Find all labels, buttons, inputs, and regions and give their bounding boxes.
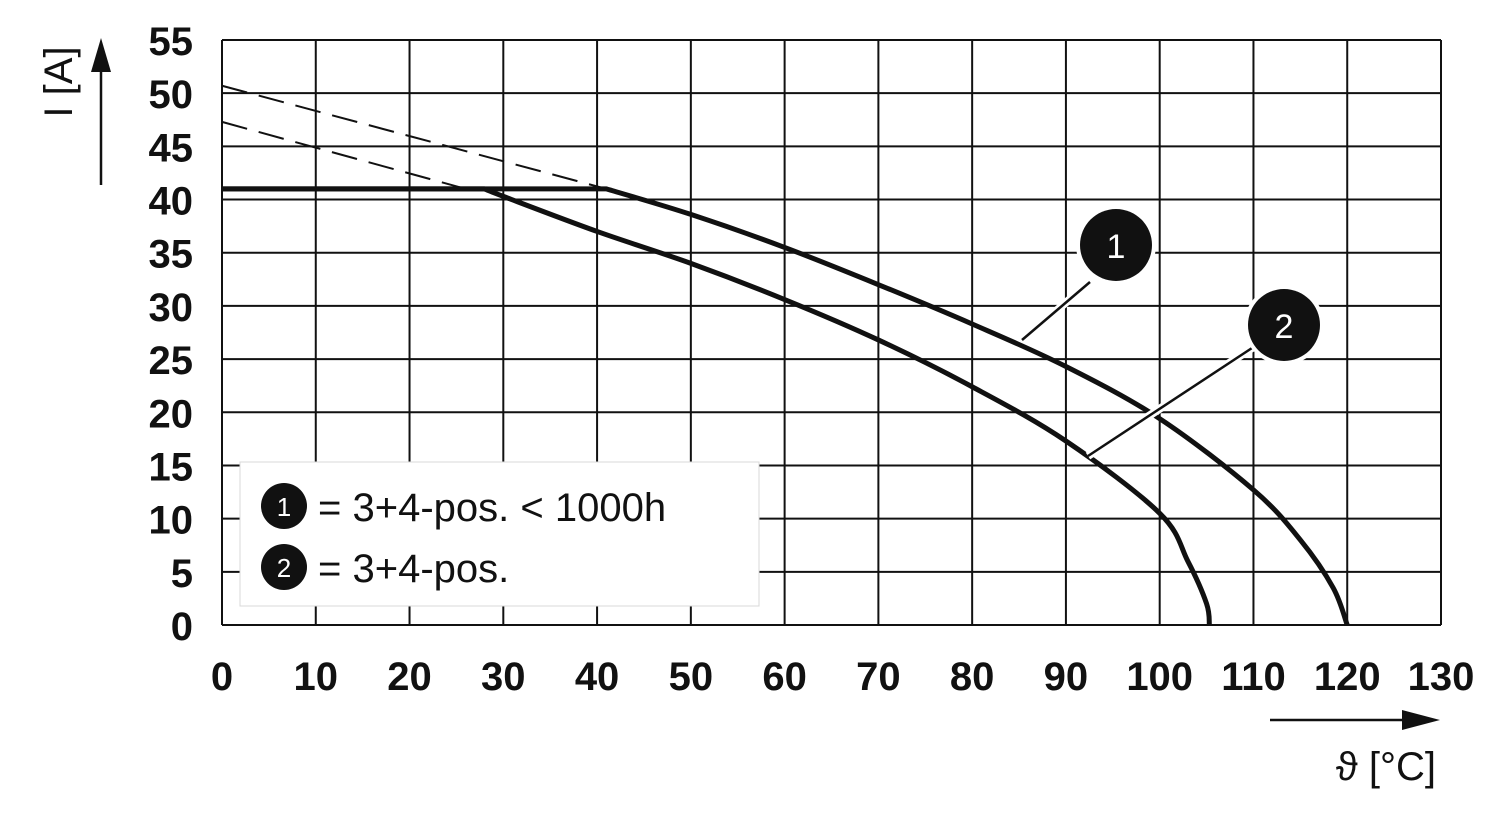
series-line-1 — [222, 186, 1350, 626]
x-tick-label: 120 — [1314, 655, 1381, 699]
marker-1-leader-line — [1021, 281, 1091, 341]
y-axis-label: I [A] — [37, 46, 81, 117]
x-tick-label: 30 — [481, 655, 526, 699]
marker-1-callout: 1 — [1019, 205, 1156, 344]
x-axis-label-group: ϑ [°C] — [1270, 710, 1440, 789]
y-axis-arrow-icon — [91, 38, 111, 72]
marker-2-callout: 2 — [1085, 285, 1324, 460]
y-tick-label: 50 — [149, 73, 194, 117]
marker-2-label: 2 — [1275, 308, 1294, 346]
x-tick-label: 80 — [950, 655, 995, 699]
legend-marker-1-label: 1 — [277, 492, 291, 522]
y-tick-label: 15 — [149, 445, 194, 489]
x-tick-label: 0 — [211, 655, 233, 699]
y-tick-label: 35 — [149, 233, 194, 277]
x-tick-label: 10 — [294, 655, 339, 699]
x-axis-label: ϑ [°C] — [1336, 745, 1436, 789]
marker-2-leader-line — [1087, 346, 1253, 458]
marker-1-label: 1 — [1107, 228, 1126, 266]
legend-marker-1-icon — [261, 483, 307, 529]
y-tick-labels: 0 5 10 15 20 25 30 35 40 45 50 55 — [149, 20, 194, 649]
legend-box — [239, 461, 760, 607]
x-tick-label: 100 — [1126, 655, 1193, 699]
y-tick-label: 10 — [149, 499, 194, 543]
x-tick-label: 60 — [762, 655, 807, 699]
curves — [222, 186, 1350, 626]
y-tick-label: 40 — [149, 180, 194, 224]
marker-2-icon — [1248, 289, 1320, 361]
y-tick-label: 45 — [149, 126, 194, 170]
y-tick-label: 5 — [171, 552, 193, 596]
legend-item-1-label: = 3+4-pos. < 1000h — [318, 486, 666, 530]
y-tick-label: 0 — [171, 605, 193, 649]
y-tick-label: 30 — [149, 286, 194, 330]
legend-marker-2-icon — [261, 544, 307, 590]
x-tick-label: 20 — [387, 655, 432, 699]
marker-1-icon — [1080, 209, 1152, 281]
y-tick-label: 20 — [149, 392, 194, 436]
legend-marker-2-label: 2 — [277, 553, 291, 583]
grid — [221, 39, 1442, 626]
legend: 1 = 3+4-pos. < 1000h 2 = 3+4-pos. — [239, 461, 760, 607]
dashed-extension-1 — [221, 84, 607, 190]
legend-item-2-label: = 3+4-pos. — [318, 547, 509, 591]
x-tick-label: 50 — [669, 655, 714, 699]
y-tick-label: 55 — [149, 20, 194, 64]
series-line-2 — [222, 186, 1212, 626]
x-tick-label: 90 — [1044, 655, 1089, 699]
x-tick-label: 70 — [856, 655, 901, 699]
x-axis-arrow-icon — [1402, 710, 1440, 730]
x-tick-label: 40 — [575, 655, 620, 699]
y-axis-label-group: I [A] — [37, 38, 111, 185]
x-tick-labels: 0 10 20 30 40 50 60 70 80 90 100 110 120 130 — [211, 655, 1475, 699]
dashed-extensions — [221, 84, 607, 190]
y-tick-label: 25 — [149, 339, 194, 383]
x-tick-label: 130 — [1408, 655, 1475, 699]
x-tick-label: 110 — [1221, 655, 1286, 699]
dashed-extension-2 — [221, 120, 467, 190]
